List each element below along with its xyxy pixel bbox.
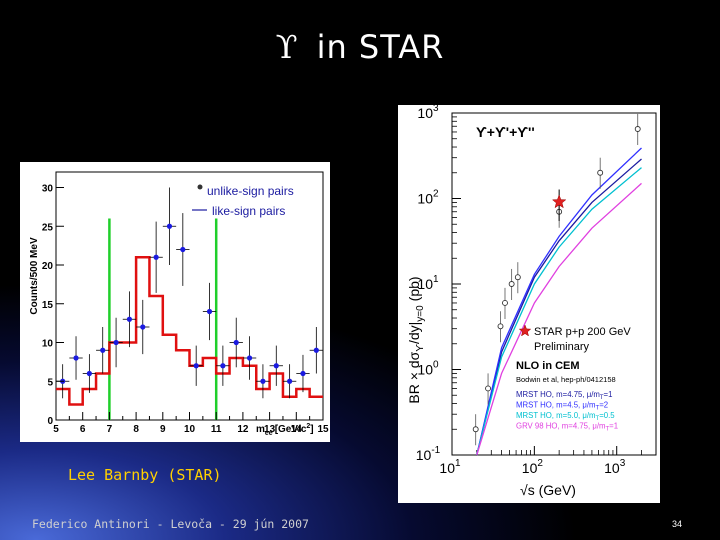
x-axis-label: √s (GeV) bbox=[520, 482, 576, 498]
legend-like-sign: like-sign pairs bbox=[212, 204, 285, 218]
unlike-sign-point bbox=[100, 347, 106, 353]
series-legend-entry: GRV 98 HO, m=4.75, μ/mT=1 bbox=[516, 422, 618, 433]
unlike-sign-point bbox=[113, 339, 119, 346]
star-legend-marker bbox=[518, 324, 532, 337]
plot-area bbox=[451, 112, 657, 456]
y-tick-label: 101 bbox=[417, 274, 439, 292]
unlike-sign-point bbox=[313, 347, 319, 353]
plot-area bbox=[55, 171, 324, 421]
x-tick-label: 10 bbox=[184, 424, 196, 435]
footer-text: Federico Antinori - Levoča - 29 jún 2007 bbox=[32, 517, 309, 531]
x-tick-label: 13 bbox=[264, 424, 276, 435]
x-tick-label: 7 bbox=[107, 424, 113, 435]
page-number: 34 bbox=[671, 519, 682, 529]
x-tick-label: 11 bbox=[211, 424, 222, 435]
mass-window-lines bbox=[108, 218, 218, 420]
unlike-sign-point bbox=[193, 363, 199, 369]
unlike-sign-point bbox=[233, 339, 239, 346]
cross-section-chart: 101 102 103 10-1 100 101 102 103 ϒ+ϒ'+ϒ'' BR × … bbox=[398, 103, 660, 503]
measured-point bbox=[485, 385, 492, 392]
unlike-sign-point bbox=[300, 370, 306, 377]
measured-point bbox=[508, 281, 515, 287]
upsilon-symbol: ϒ bbox=[275, 28, 299, 66]
x-tick-label: 101 bbox=[439, 458, 461, 476]
x-axis-label: mee [GeV/c2] bbox=[256, 423, 314, 437]
unlike-sign-point bbox=[153, 254, 159, 260]
measured-point bbox=[597, 169, 604, 176]
y-axis-label: BR × dσϒ/dy|y=0(pb) bbox=[406, 276, 426, 403]
axis-ticks: 101 102 103 10-1 100 101 102 103 bbox=[416, 103, 657, 476]
mass-spectrum-chart: 5 6 7 8 9 10 11 12 13 14 15 0 5 10 15 20 25 30 Counts/500… bbox=[20, 162, 330, 442]
legend: unlike-sign pairs like-sign pairs bbox=[192, 184, 294, 218]
theory-curve bbox=[476, 167, 642, 456]
x-tick-label: 9 bbox=[160, 424, 166, 435]
y-tick-label: 103 bbox=[417, 105, 439, 121]
title-text: in STAR bbox=[316, 28, 445, 66]
unlike-sign-point bbox=[166, 223, 173, 229]
unlike-sign-point bbox=[73, 355, 79, 361]
x-tick-label: 12 bbox=[237, 424, 249, 435]
plot-frame bbox=[55, 171, 324, 421]
legend: STAR p+p 200 GeV Preliminary NLO in CEM … bbox=[516, 326, 631, 433]
cross-section-svg: 101 102 103 10-1 100 101 102 103 ϒ+ϒ'+ϒ'' BR × … bbox=[406, 103, 657, 498]
unlike-sign-point bbox=[140, 324, 146, 330]
theory-curve bbox=[476, 182, 642, 456]
unlike-sign-point bbox=[86, 370, 92, 377]
credit-text: Lee Barnby (STAR) bbox=[68, 466, 222, 484]
star-data-point bbox=[551, 194, 567, 209]
unlike-sign-point bbox=[206, 308, 213, 315]
unlike-sign-point bbox=[180, 246, 186, 253]
theory-curve bbox=[476, 158, 642, 456]
y-tick-label: 102 bbox=[417, 189, 439, 207]
y-tick-label: 0 bbox=[47, 416, 53, 427]
unlike-sign-point bbox=[260, 378, 266, 384]
y-tick-label: 5 bbox=[47, 377, 53, 388]
nlo-title: NLO in CEM bbox=[516, 360, 580, 372]
unlike-sign-point bbox=[220, 363, 226, 369]
x-tick-label: 15 bbox=[317, 424, 329, 435]
series-legend-entry: MRST HO, m=4.5, μ/mT=2 bbox=[516, 401, 608, 412]
x-tick-label: 5 bbox=[53, 424, 59, 435]
y-tick-label: 30 bbox=[42, 184, 54, 195]
x-tick-label: 103 bbox=[604, 458, 626, 476]
measured-point bbox=[497, 323, 504, 330]
y-tick-label: 10-1 bbox=[416, 445, 441, 463]
x-tick-label: 14 bbox=[291, 424, 303, 435]
panel-label: ϒ+ϒ'+ϒ'' bbox=[476, 124, 535, 140]
series-legend-entry: MRST HO, m=5.0, μ/mT=0.5 bbox=[516, 411, 615, 422]
x-tick-label: 102 bbox=[522, 458, 544, 476]
y-tick-label: 20 bbox=[42, 261, 54, 272]
measured-point bbox=[502, 300, 508, 306]
y-tick-label: 15 bbox=[42, 300, 54, 311]
nlo-reference: Bodwin et al, hep-ph/0412158 bbox=[516, 375, 616, 384]
measured-point bbox=[472, 426, 479, 433]
y-tick-label: 25 bbox=[42, 222, 54, 233]
unlike-sign-point bbox=[273, 363, 279, 369]
star-legend-label: STAR p+p 200 GeV bbox=[534, 326, 631, 338]
series-legend-entry: MRST HO, m=4.75, μ/mT=1 bbox=[516, 390, 612, 401]
measured-point bbox=[634, 126, 641, 132]
y-tick-label: 100 bbox=[417, 360, 439, 378]
y-tick-label: 10 bbox=[42, 339, 54, 350]
unlike-sign-point bbox=[287, 378, 293, 384]
star-legend-preliminary: Preliminary bbox=[534, 341, 590, 353]
x-tick-label: 6 bbox=[80, 424, 86, 435]
unlike-sign-point bbox=[126, 316, 133, 322]
plot-frame bbox=[451, 112, 657, 456]
y-axis-label: Counts/500 MeV bbox=[29, 237, 40, 315]
unlike-sign-point bbox=[246, 355, 253, 361]
x-tick-label: 8 bbox=[133, 424, 139, 435]
legend-unlike-sign: unlike-sign pairs bbox=[207, 184, 294, 198]
legend-dot-marker bbox=[197, 184, 203, 190]
measured-point bbox=[514, 274, 521, 281]
measured-points bbox=[472, 113, 641, 446]
